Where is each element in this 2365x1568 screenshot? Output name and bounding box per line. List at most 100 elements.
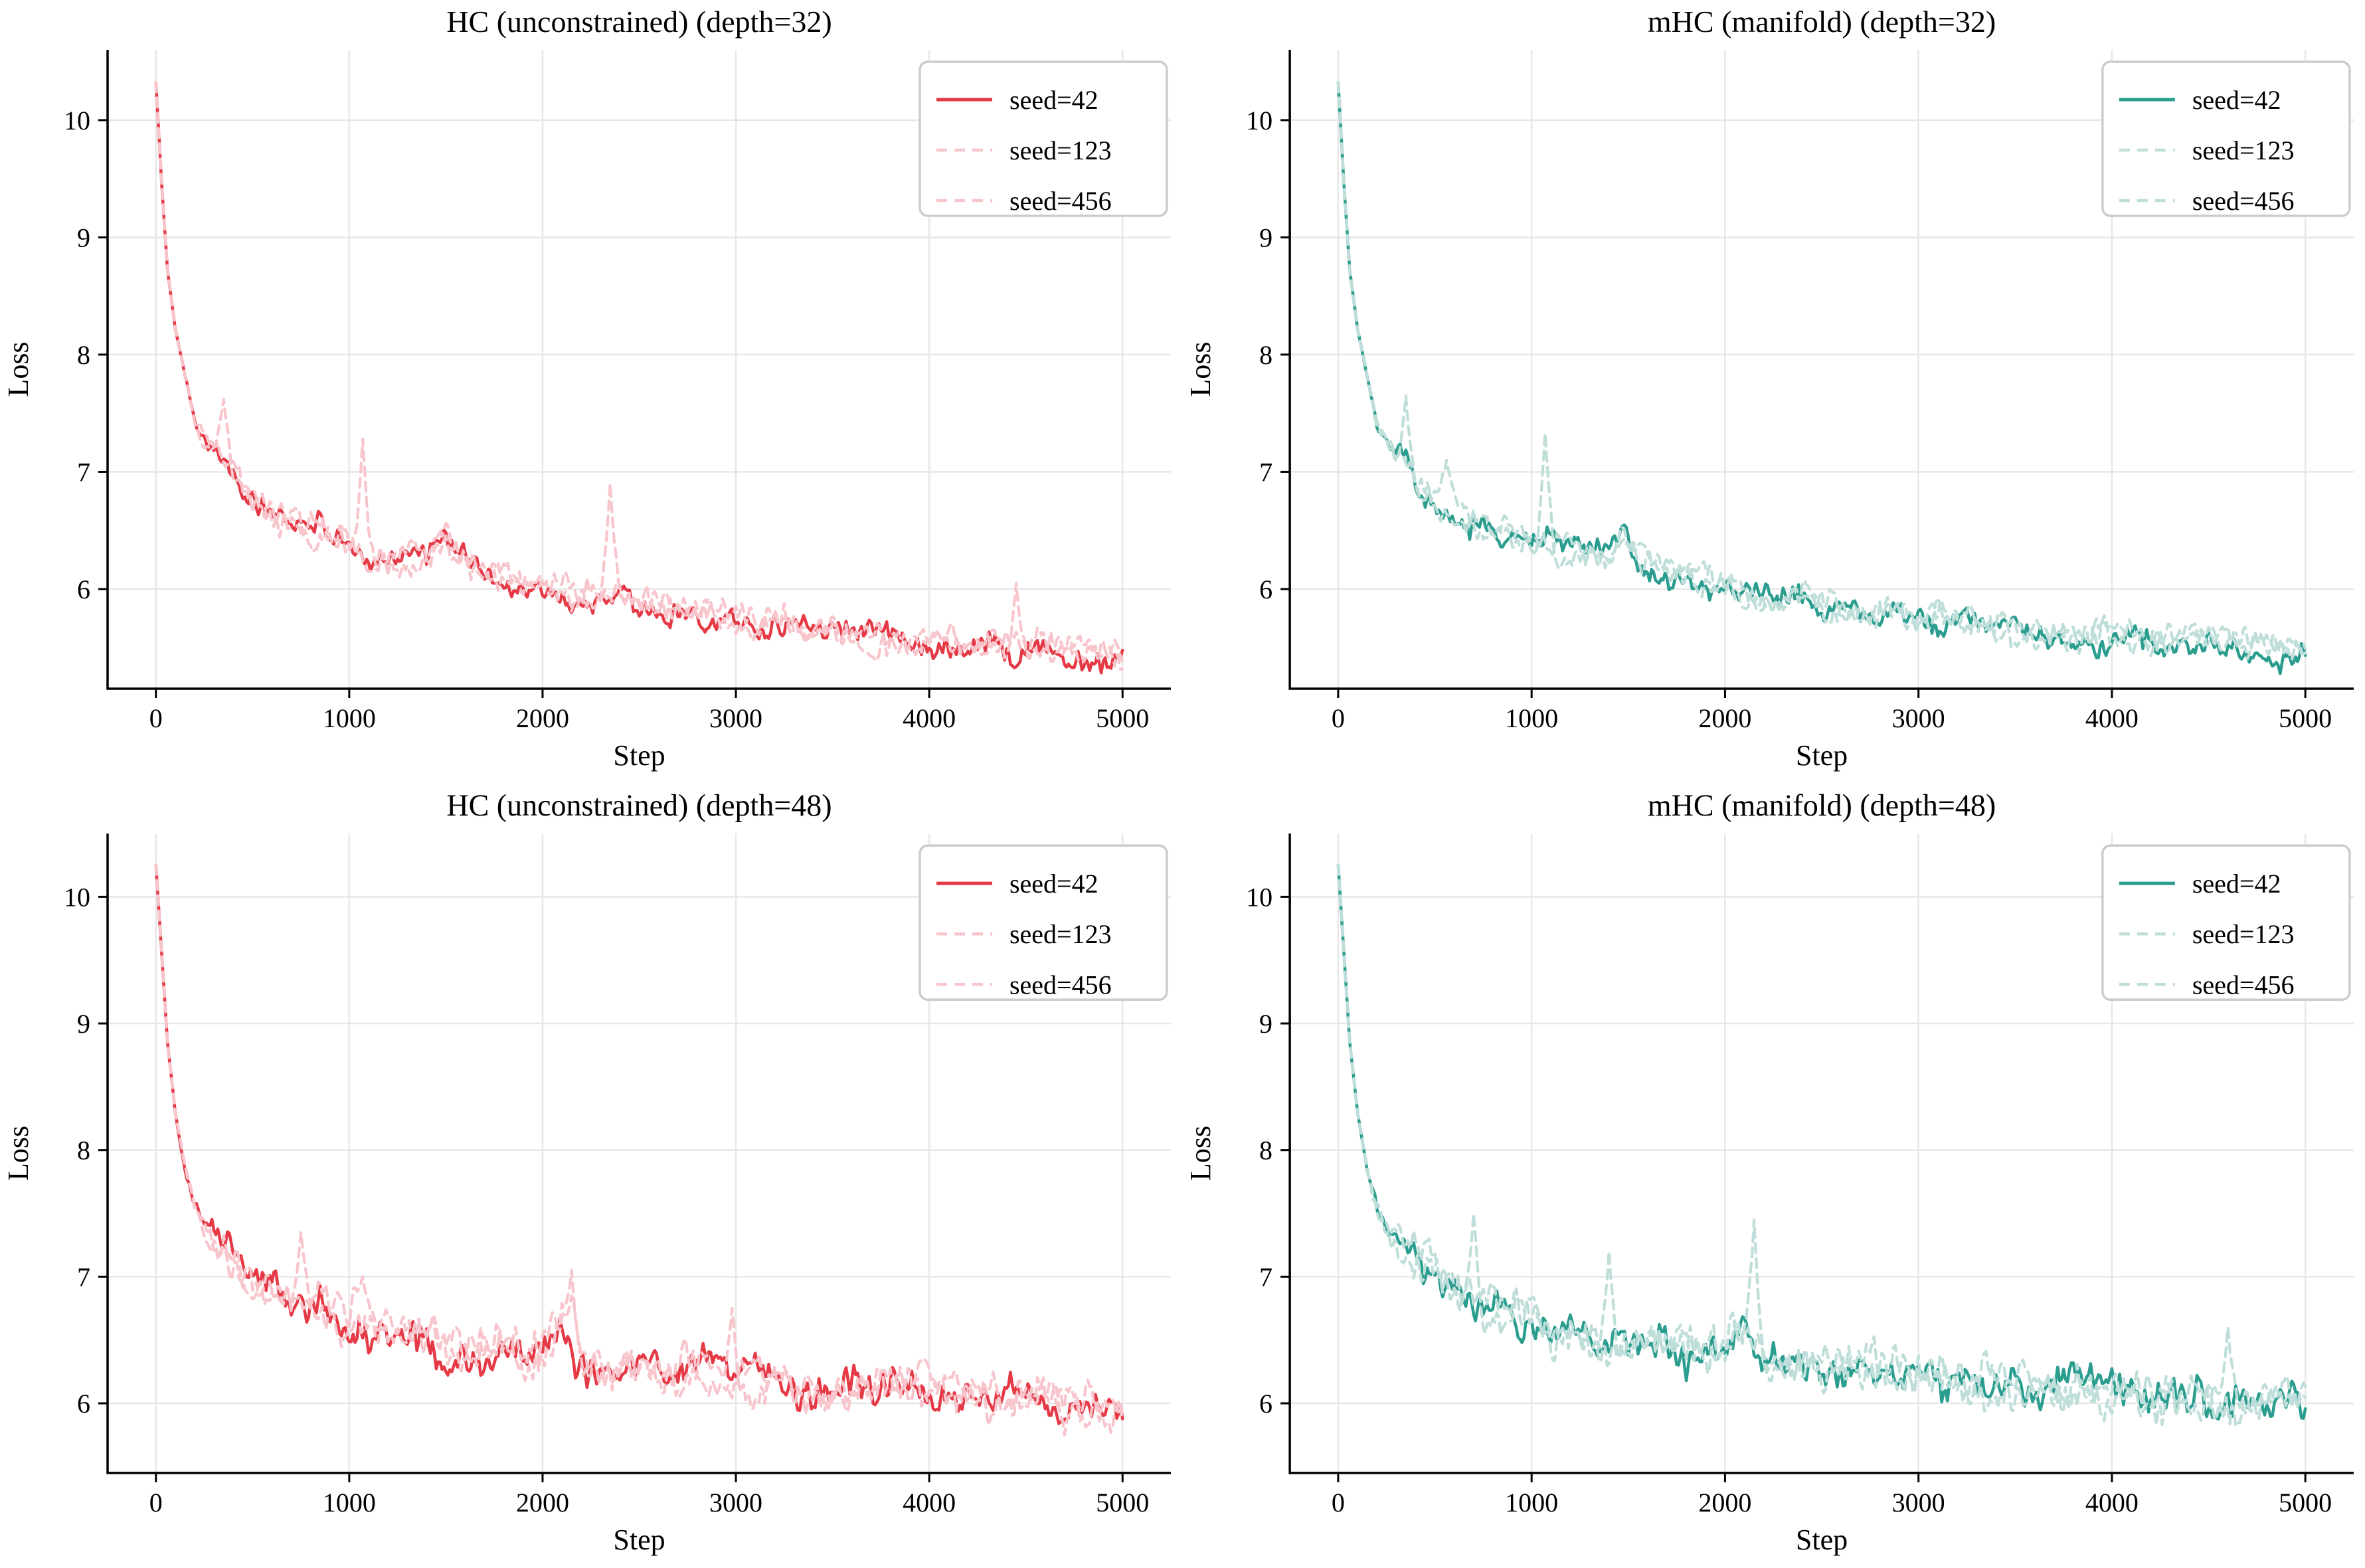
series-group bbox=[154, 81, 1124, 675]
legend-label-seed-456: seed=456 bbox=[2192, 970, 2295, 1000]
x-tick-label: 4000 bbox=[903, 703, 956, 733]
legend-label-seed-456: seed=456 bbox=[1009, 970, 1112, 1000]
x-tick-label: 5000 bbox=[2279, 703, 2332, 733]
series-group bbox=[154, 863, 1124, 1437]
axis-spines bbox=[1288, 50, 2354, 690]
series-line-seed-456 bbox=[1336, 863, 2307, 1423]
x-tick-label: 1000 bbox=[323, 703, 376, 733]
series-group bbox=[1336, 863, 2307, 1429]
y-tick-label: 10 bbox=[64, 106, 90, 135]
y-tick-label: 7 bbox=[77, 1262, 90, 1292]
y-tick-label: 6 bbox=[1259, 1389, 1272, 1419]
tick-labels: 0 1000 2000 3000 4000 5000 6 7 8 9 10 bbox=[1246, 106, 2332, 733]
x-tick-label: 0 bbox=[1332, 1488, 1345, 1518]
x-tick-label: 0 bbox=[1332, 703, 1345, 733]
axis-spines bbox=[1288, 833, 2354, 1474]
series-line-seed-456 bbox=[154, 863, 1124, 1437]
x-tick-label: 4000 bbox=[903, 1488, 956, 1518]
x-tick-label: 3000 bbox=[709, 703, 762, 733]
y-tick-label: 10 bbox=[1246, 882, 1272, 912]
tick-labels: 0 1000 2000 3000 4000 5000 6 7 8 9 10 bbox=[64, 106, 1149, 733]
x-tick-label: 0 bbox=[149, 1488, 163, 1518]
x-tick-label: 5000 bbox=[1096, 1488, 1149, 1518]
y-axis-label: Loss bbox=[2, 1126, 35, 1181]
x-tick-label: 3000 bbox=[1892, 703, 1945, 733]
y-tick-label: 10 bbox=[64, 882, 90, 912]
legend-label-seed-456: seed=456 bbox=[2192, 186, 2295, 216]
legend-label-seed-123: seed=123 bbox=[1009, 919, 1112, 949]
chart-panel-hc-depth32: HC (unconstrained) (depth=32) 0 1000 2000 3… bbox=[0, 0, 1182, 784]
x-tick-label: 5000 bbox=[1096, 703, 1149, 733]
y-tick-label: 8 bbox=[1259, 1136, 1272, 1166]
x-axis-label: Step bbox=[1796, 1524, 1848, 1556]
tick-marks bbox=[1280, 119, 2307, 698]
y-axis-label: Loss bbox=[1184, 1126, 1217, 1181]
y-tick-label: 8 bbox=[77, 340, 90, 370]
tick-marks bbox=[98, 895, 1124, 1482]
legend: seed=42 seed=123 seed=456 bbox=[919, 844, 1168, 1002]
gridlines bbox=[1290, 50, 2354, 689]
panel-title: HC (unconstrained) (depth=32) bbox=[446, 5, 832, 39]
y-tick-label: 9 bbox=[1259, 1009, 1272, 1039]
legend: seed=42 seed=123 seed=456 bbox=[919, 60, 1168, 217]
y-tick-label: 6 bbox=[77, 574, 90, 604]
y-tick-label: 9 bbox=[77, 1009, 90, 1039]
x-tick-label: 3000 bbox=[1892, 1488, 1945, 1518]
tick-marks bbox=[1280, 895, 2307, 1482]
y-tick-label: 6 bbox=[77, 1389, 90, 1419]
y-tick-label: 9 bbox=[1259, 222, 1272, 252]
x-tick-label: 1000 bbox=[323, 1488, 376, 1518]
x-tick-label: 5000 bbox=[2279, 1488, 2332, 1518]
legend-label-seed-456: seed=456 bbox=[1009, 186, 1112, 216]
tick-labels: 0 1000 2000 3000 4000 5000 6 7 8 9 10 bbox=[64, 882, 1149, 1518]
x-tick-label: 3000 bbox=[709, 1488, 762, 1518]
series-line-seed-123 bbox=[1336, 863, 2307, 1429]
tick-marks bbox=[98, 119, 1124, 698]
x-tick-label: 4000 bbox=[2085, 1488, 2139, 1518]
x-tick-label: 0 bbox=[149, 703, 163, 733]
legend-label-seed-42: seed=42 bbox=[2192, 85, 2281, 115]
series-line-seed-123 bbox=[154, 863, 1124, 1423]
series-group bbox=[1336, 81, 2307, 675]
legend-label-seed-42: seed=42 bbox=[1009, 85, 1098, 115]
y-tick-label: 9 bbox=[77, 222, 90, 252]
series-line-seed-456 bbox=[1336, 81, 2307, 657]
legend-label-seed-123: seed=123 bbox=[1009, 135, 1112, 165]
y-tick-label: 6 bbox=[1259, 574, 1272, 604]
tick-labels: 0 1000 2000 3000 4000 5000 6 7 8 9 10 bbox=[1246, 882, 2332, 1518]
legend-label-seed-123: seed=123 bbox=[2192, 135, 2295, 165]
y-axis-label: Loss bbox=[1184, 341, 1217, 396]
y-tick-label: 7 bbox=[1259, 1262, 1272, 1292]
y-tick-label: 8 bbox=[1259, 340, 1272, 370]
chart-panel-mhc-depth48: mHC (manifold) (depth=48) 0 1000 2000 3000 4… bbox=[1182, 784, 2365, 1568]
legend: seed=42 seed=123 seed=456 bbox=[2101, 844, 2351, 1002]
chart-panel-hc-depth48: HC (unconstrained) (depth=48) 0 1000 2000 3… bbox=[0, 784, 1182, 1568]
x-tick-label: 2000 bbox=[516, 703, 569, 733]
y-tick-label: 10 bbox=[1246, 106, 1272, 135]
x-tick-label: 4000 bbox=[2085, 703, 2139, 733]
chart-panel-mhc-depth32: mHC (manifold) (depth=32) 0 1000 2000 3000 4… bbox=[1182, 0, 2365, 784]
y-tick-label: 8 bbox=[77, 1136, 90, 1166]
x-tick-label: 2000 bbox=[1698, 1488, 1751, 1518]
series-line-seed-42 bbox=[154, 863, 1124, 1425]
y-axis-label: Loss bbox=[2, 341, 35, 396]
x-axis-label: Step bbox=[613, 1524, 665, 1556]
series-line-seed-456 bbox=[154, 81, 1124, 663]
x-tick-label: 1000 bbox=[1505, 703, 1558, 733]
x-tick-label: 2000 bbox=[1698, 703, 1751, 733]
x-tick-label: 1000 bbox=[1505, 1488, 1558, 1518]
x-tick-label: 2000 bbox=[516, 1488, 569, 1518]
legend-label-seed-42: seed=42 bbox=[1009, 869, 1098, 899]
x-axis-label: Step bbox=[613, 739, 665, 772]
y-tick-label: 7 bbox=[1259, 457, 1272, 487]
axis-spines bbox=[106, 50, 1171, 690]
y-tick-label: 7 bbox=[77, 457, 90, 487]
panel-title: mHC (manifold) (depth=32) bbox=[1648, 5, 1996, 39]
axis-spines bbox=[106, 833, 1171, 1474]
legend-label-seed-123: seed=123 bbox=[2192, 919, 2295, 949]
